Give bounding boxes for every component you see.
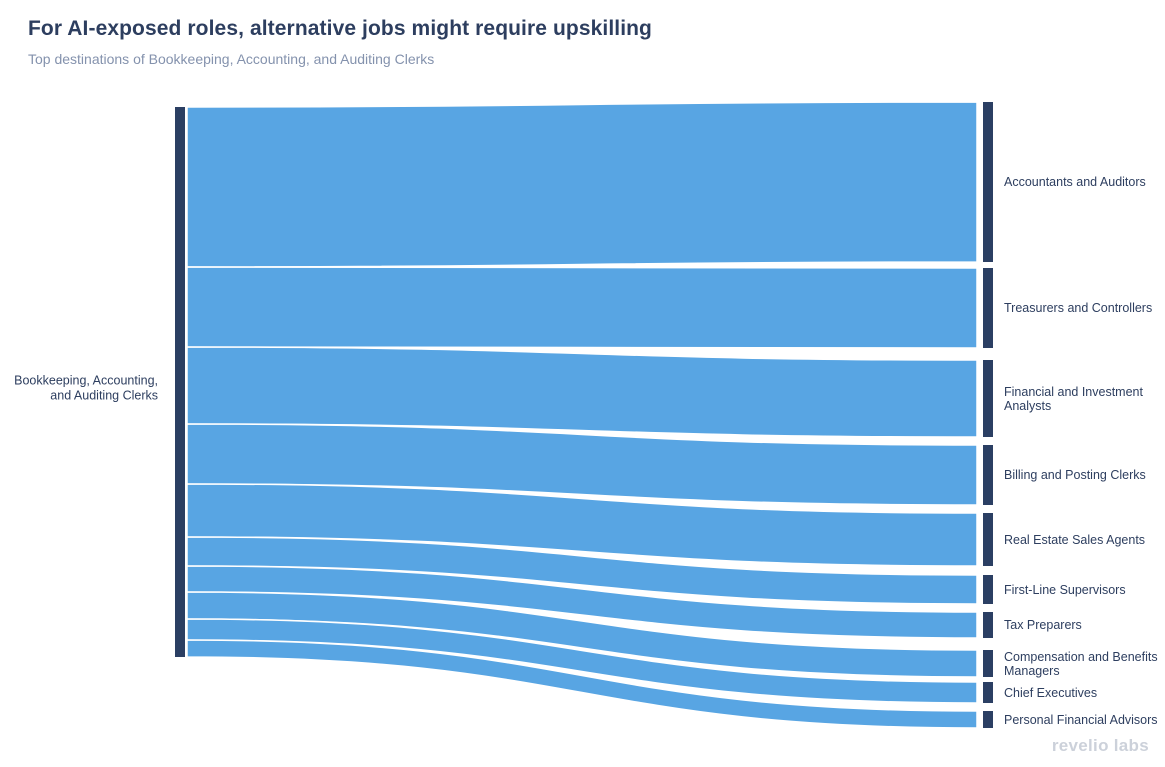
destination-node-financial-and-investment-analysts [983, 360, 993, 437]
page-subtitle: Top destinations of Bookkeeping, Account… [28, 51, 435, 67]
destination-node-personal-financial-advisors [983, 711, 993, 728]
flow-personal-financial-advisors [186, 639, 978, 729]
destination-node-billing-and-posting-clerks [983, 445, 993, 505]
destination-label-tax-preparers: Tax Preparers [1004, 618, 1082, 632]
flow-chief-executives [186, 618, 978, 704]
destination-node-treasurers-and-controllers [983, 268, 993, 348]
destination-node-first-line-supervisors [983, 575, 993, 604]
destination-label-compensation-and-benefits-managers: Compensation and Benefits Managers [1004, 649, 1158, 678]
flow-compensation-and-benefits-managers [186, 591, 978, 678]
destination-label-treasurers-and-controllers: Treasurers and Controllers [1004, 301, 1153, 315]
page-title: For AI-exposed roles, alternative jobs m… [28, 17, 652, 40]
destination-label-financial-and-investment-analysts: Financial and Investment Analysts [1004, 384, 1143, 413]
destination-label-chief-executives: Chief Executives [1004, 685, 1098, 700]
destination-node-compensation-and-benefits-managers [983, 650, 993, 677]
destination-label-personal-financial-advisors: Personal Financial Advisors [1004, 712, 1158, 727]
destination-node-tax-preparers [983, 612, 993, 638]
flow-accountants-and-auditors [186, 101, 978, 268]
flow-tax-preparers [186, 565, 978, 639]
flow-financial-and-investment-analysts [186, 346, 978, 438]
source-node-label: Bookkeeping, Accounting, and Auditing Cl… [14, 373, 158, 403]
destination-node-accountants-and-auditors [983, 102, 993, 262]
destination-label-first-line-supervisors: First-Line Supervisors [1004, 582, 1126, 597]
flow-real-estate-sales-agents [186, 483, 978, 567]
destination-label-billing-and-posting-clerks: Billing and Posting Clerks [1004, 468, 1146, 482]
destination-node-chief-executives [983, 682, 993, 703]
destination-node-real-estate-sales-agents [983, 513, 993, 566]
flow-first-line-supervisors [186, 536, 978, 605]
flow-billing-and-posting-clerks [186, 423, 978, 506]
destination-label-real-estate-sales-agents: Real Estate Sales Agents [1004, 532, 1146, 547]
source-node [175, 107, 185, 657]
destination-label-accountants-and-auditors: Accountants and Auditors [1004, 175, 1146, 189]
brand-logo: revelio labs [1051, 736, 1149, 755]
flow-treasurers-and-controllers [186, 266, 978, 349]
